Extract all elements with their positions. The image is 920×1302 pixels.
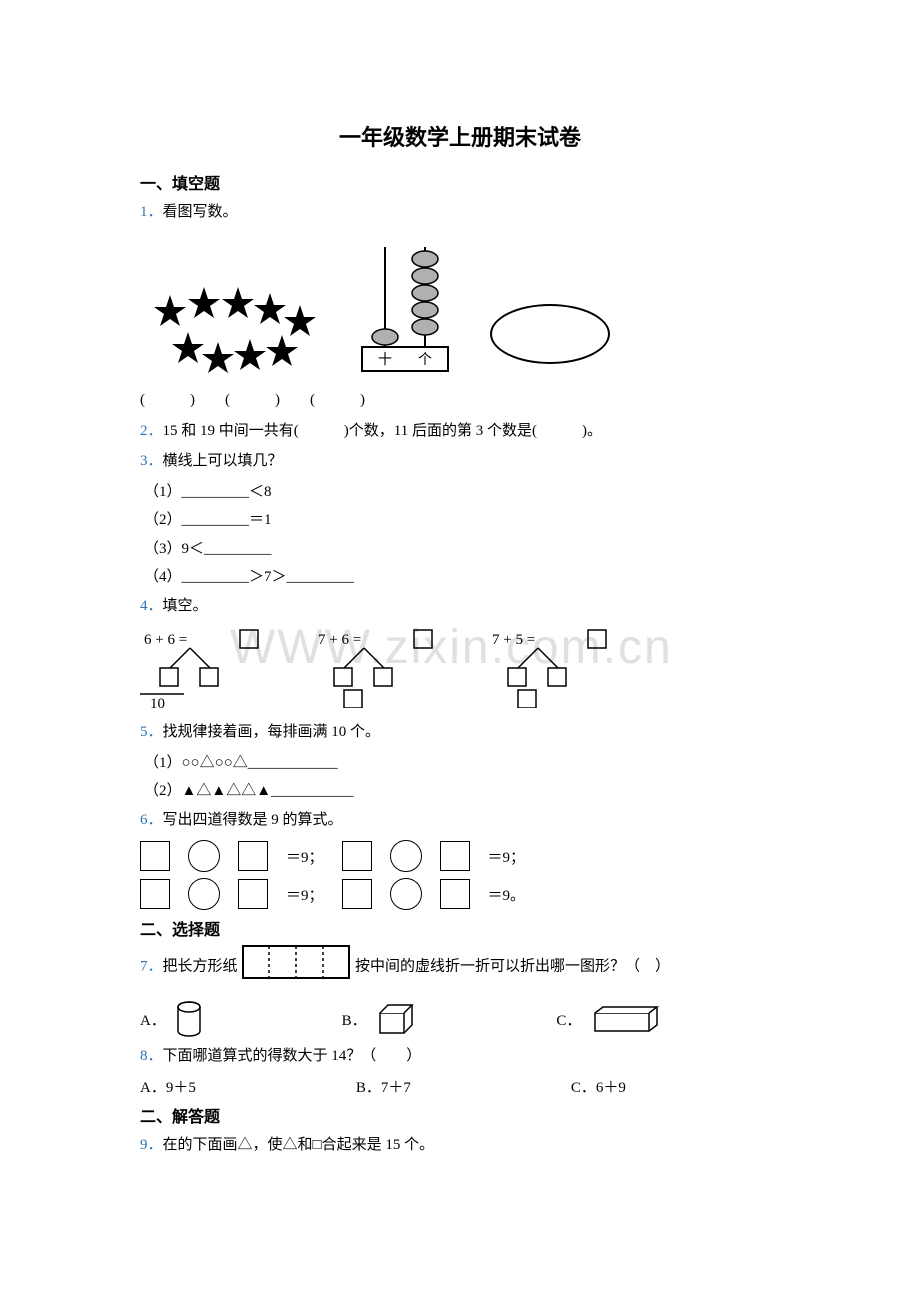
q6-box [342,841,372,871]
q6-eq: ＝9； [286,846,324,867]
q4-line: 4．填空。 [140,592,780,621]
q4-equations: 6 + 6 = 10 7 + 6 = 7 + 5 = [140,628,780,708]
q6-eq: ＝9； [286,884,324,905]
abacus-figure: 十 个 [350,237,460,382]
q8-line: 8．下面哪道算式的得数大于 14？（ ） [140,1042,780,1071]
section-3-head: 二、解答题 [140,1103,780,1127]
q3-2: （2）_________＝1 [140,506,780,535]
q8-c: C．6＋9 [571,1076,626,1097]
svg-text:10: 10 [150,696,165,708]
q6-box [440,879,470,909]
q1-line: 1．看图写数。 [140,198,780,227]
svg-text:6 + 6 =: 6 + 6 = [144,632,187,648]
cylinder-icon [176,1001,202,1042]
q9-text: 在的下面画△，使△和□合起来是 15 个。 [163,1137,435,1153]
q1-num: 1． [140,204,163,220]
q6-text: 写出四道得数是 9 的算式。 [163,812,343,828]
stars-figure [140,262,320,382]
q5-text: 找规律接着画，每排画满 10 个。 [163,724,381,740]
q6-row1: ＝9； ＝9； [140,840,780,872]
q8-b: B．7＋7 [356,1076,411,1097]
q2-line: 2．15 和 19 中间一共有( )个数，11 后面的第 3 个数是( )。 [140,417,780,446]
q7-a-label: A． [140,1012,166,1028]
q6-circ [188,878,220,910]
q5-1: （1）○○△○○△____________ [140,749,780,778]
q9-line: 9．在的下面画△，使△和□合起来是 15 个。 [140,1131,780,1160]
section-1-head: 一、填空题 [140,170,780,194]
q7-opt-b: B． [342,1003,417,1040]
q6-box [140,879,170,909]
q8-text: 下面哪道算式的得数大于 14？（ ） [163,1048,422,1064]
q5-num: 5． [140,724,163,740]
q7-line: 7．把长方形纸 按中间的虚线折一折可以折出哪一图形？（ ） [140,944,780,991]
q4-eq3: 7 + 5 = [488,628,638,708]
q7-c-label: C． [556,1012,581,1028]
q6-row2: ＝9； ＝9。 [140,878,780,910]
q3-line: 3．横线上可以填几？ [140,447,780,476]
q7-opt-c: C． [556,1005,661,1038]
svg-text:7 + 6 =: 7 + 6 = [318,632,361,648]
q7-text-b: 按中间的虚线折一折可以折出哪一图形？（ ） [355,959,670,975]
q6-box [238,879,268,909]
q6-circ [390,840,422,872]
cube-icon [376,1003,416,1040]
q1-text: 看图写数。 [163,204,238,220]
svg-text:个: 个 [418,352,432,368]
q3-3: （3）9＜_________ [140,535,780,564]
q1-images: 十 个 [140,237,780,382]
q7-fold-rect [241,944,351,991]
q8-options: A．9＋5 B．7＋7 C．6＋9 [140,1076,780,1097]
q6-box [440,841,470,871]
cuboid-icon [591,1005,661,1038]
q4-eq1: 6 + 6 = 10 [140,628,290,708]
q5-line: 5．找规律接着画，每排画满 10 个。 [140,718,780,747]
svg-text:7 + 5 =: 7 + 5 = [492,632,535,648]
q6-box [140,841,170,871]
q4-num: 4． [140,598,163,614]
q6-circ [390,878,422,910]
svg-text:十: 十 [378,352,392,368]
q3-num: 3． [140,453,163,469]
q2-text: 15 和 19 中间一共有( )个数，11 后面的第 3 个数是( )。 [163,423,602,439]
page-content: 一年级数学上册期末试卷 一、填空题 1．看图写数。 [140,120,780,1160]
q7-text-a: 把长方形纸 [163,959,238,975]
q7-b-label: B． [342,1012,367,1028]
page-title: 一年级数学上册期末试卷 [140,120,780,152]
q7-num: 7． [140,959,163,975]
q6-line: 6．写出四道得数是 9 的算式。 [140,806,780,835]
q3-4: （4）_________＞7＞_________ [140,563,780,592]
q3-1: （1）_________＜8 [140,478,780,507]
q4-text: 填空。 [163,598,208,614]
q1-parens: ( ) ( ) ( ) [140,388,780,409]
q6-box [238,841,268,871]
q5-2: （2）▲△▲△△▲___________ [140,777,780,806]
q9-num: 9． [140,1137,163,1153]
oval-figure [490,304,610,364]
q6-eq: ＝9。 [488,884,526,905]
section-2-head: 二、选择题 [140,916,780,940]
q8-a: A．9＋5 [140,1076,196,1097]
q8-num: 8． [140,1048,163,1064]
q6-circ [188,840,220,872]
q6-num: 6． [140,812,163,828]
q4-eq2: 7 + 6 = [314,628,464,708]
q7-opt-a: A． [140,1001,202,1042]
q6-eq: ＝9； [488,846,526,867]
q3-text: 横线上可以填几？ [163,453,283,469]
q6-box [342,879,372,909]
q7-options: A． B． C． [140,1001,780,1042]
q2-num: 2． [140,423,163,439]
